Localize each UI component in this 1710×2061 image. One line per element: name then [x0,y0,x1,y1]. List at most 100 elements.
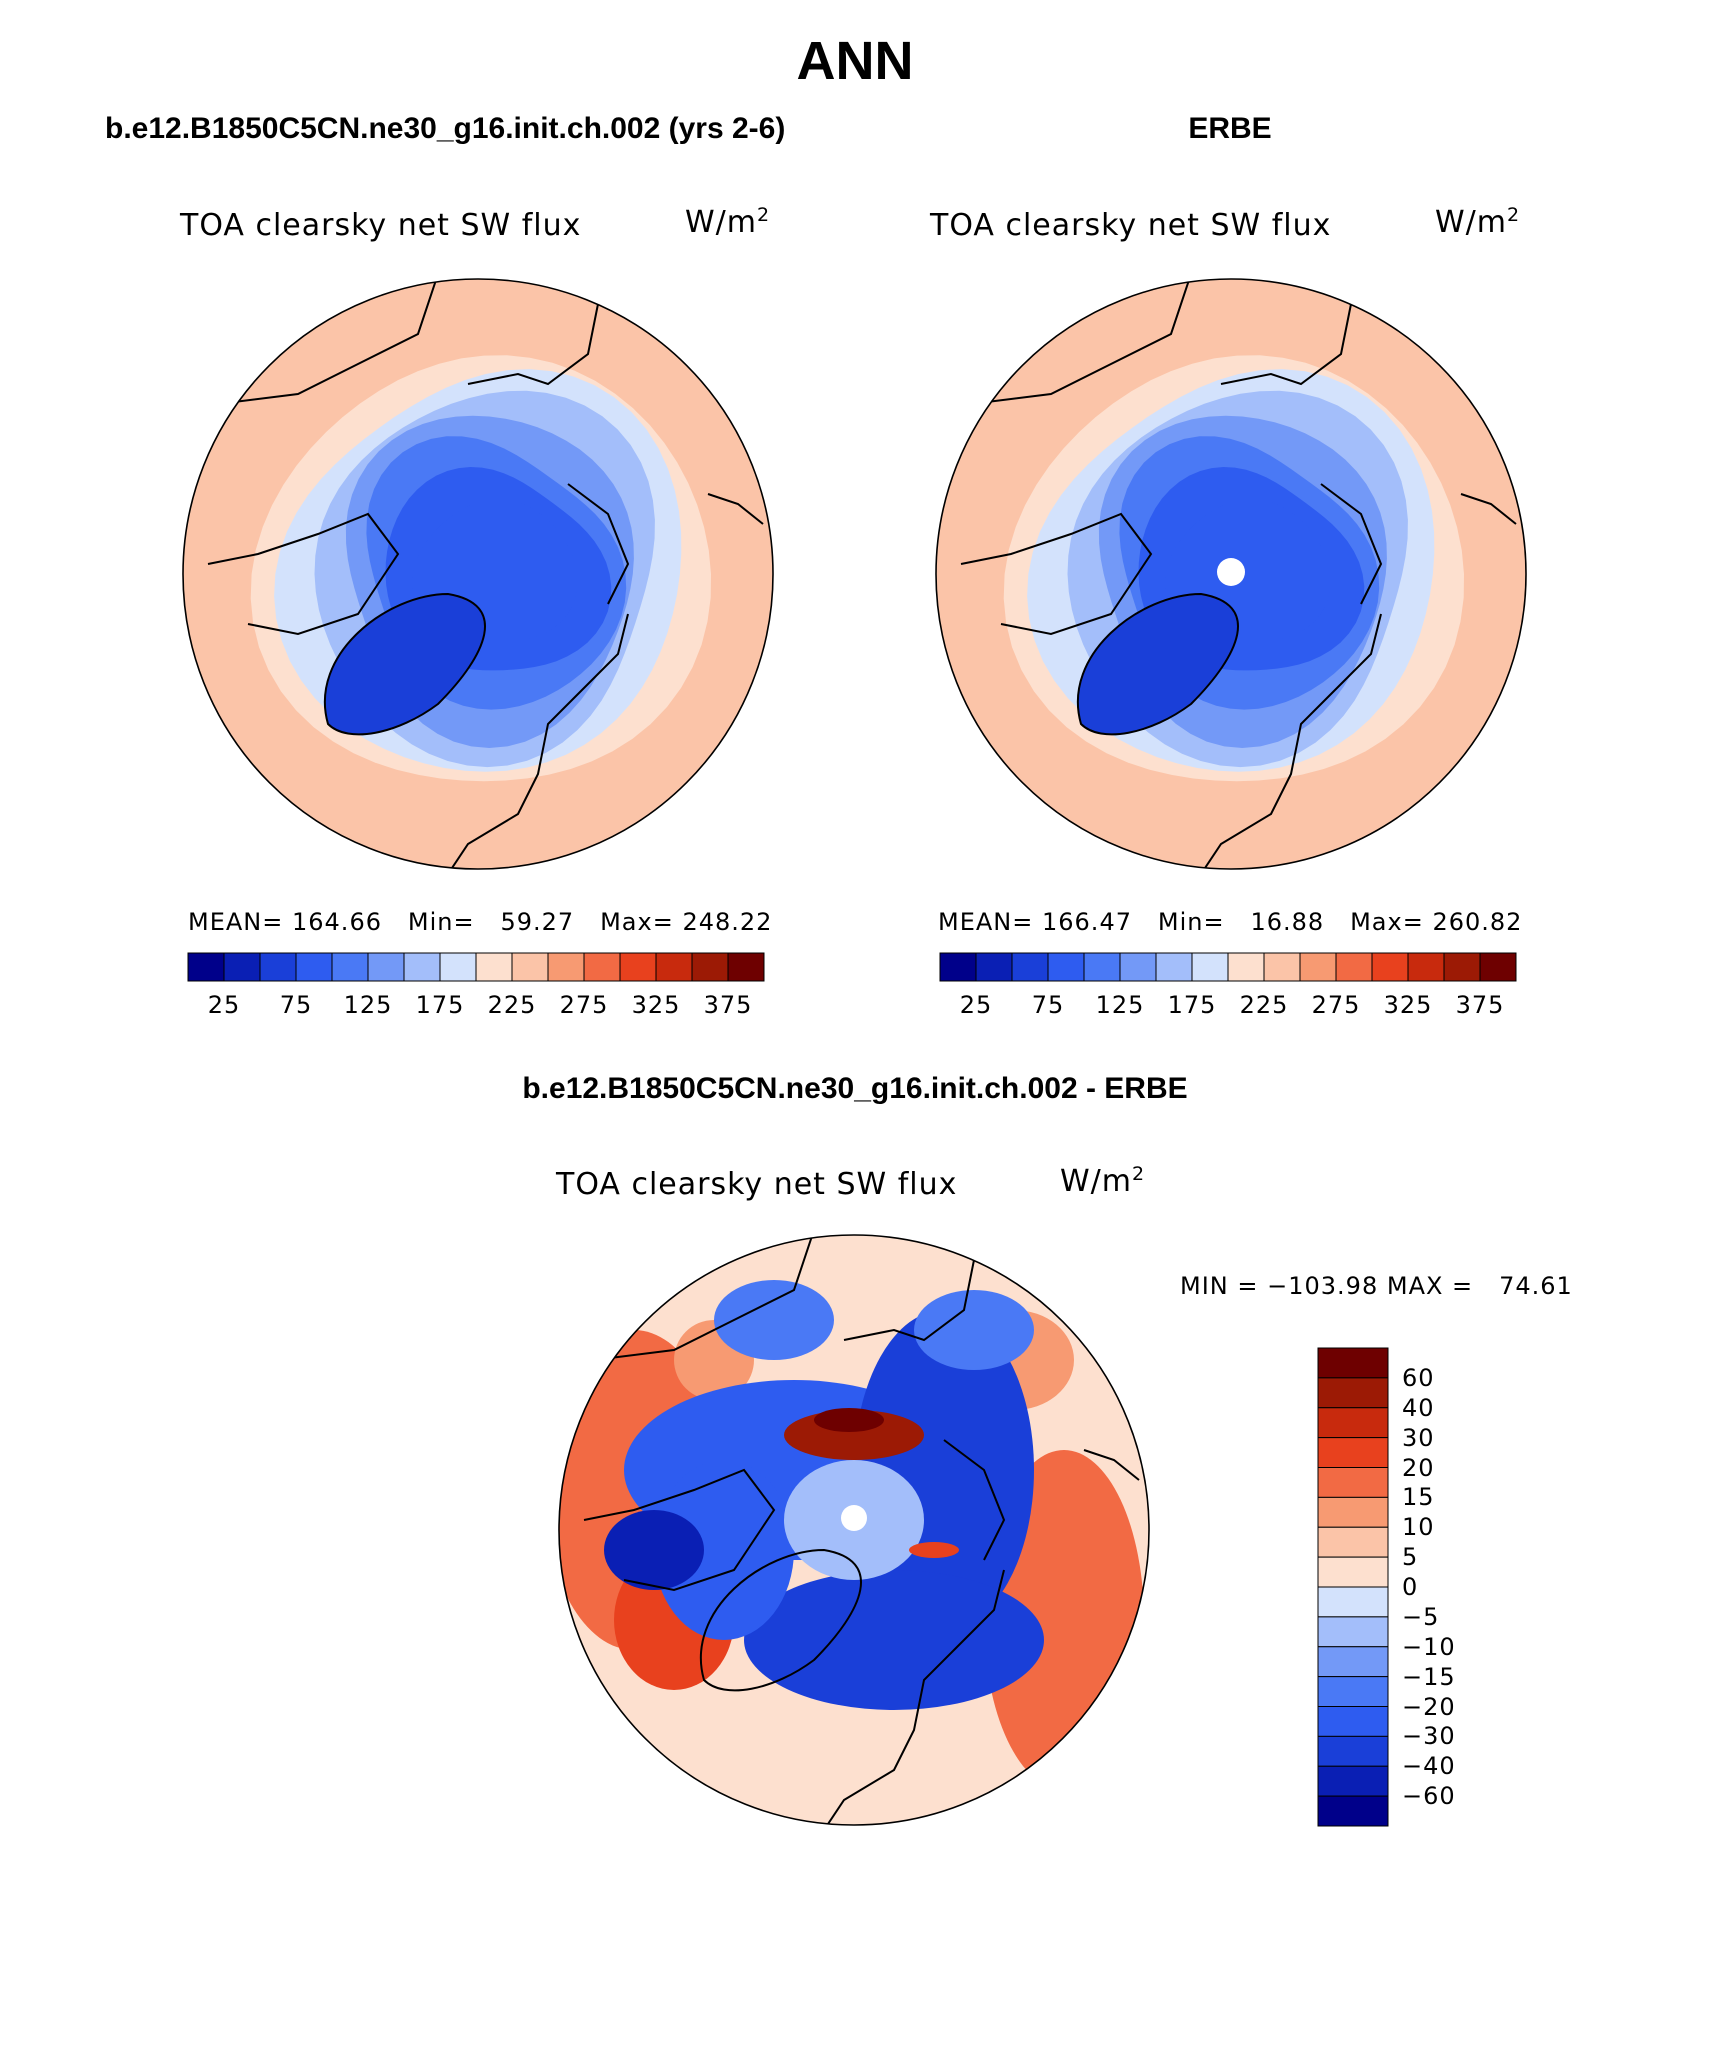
model-colorbar-swatch-8 [475,952,513,982]
page-title: ANN [796,31,914,91]
obs-colorbar-tick-label: 225 [1239,991,1289,1019]
diff-map-anomaly-11 [714,1280,834,1360]
diff-map-pole-gap [841,1505,867,1531]
diff-colorbar-swatch-9 [1317,1616,1389,1648]
model-colorbar-swatch-10 [547,952,585,982]
obs-units: W/m2 [1435,204,1521,240]
model-colorbar-tick-label: 275 [559,991,609,1019]
diff-colorbar-swatch-11 [1317,1676,1389,1707]
model-colorbar-swatch-15 [727,952,765,982]
model-colorbar-swatch-13 [655,952,693,982]
diff-map-coastline-4 [583,1468,776,1592]
obs-map-coastline-0 [970,279,1192,405]
obs-map-coastline-1 [1220,303,1352,386]
obs-variable-label: TOA clearsky net SW flux [930,208,1332,243]
obs-map-coastline-5 [1460,493,1517,525]
obs-colorbar-swatch-1 [975,952,1013,982]
obs-colorbar-swatch-11 [1335,952,1373,982]
obs-colorbar-swatch-3 [1047,952,1085,982]
model-colorbar-swatch-11 [583,952,621,982]
model-colorbar [187,952,765,982]
model-colorbar-tick-label: 375 [703,991,753,1019]
obs-colorbar-swatch-0 [939,952,977,982]
diff-colorbar-swatch-0 [1317,1347,1389,1379]
obs-max-value: 260.82 [1432,908,1523,936]
obs-map-coastline-6 [1320,483,1383,605]
model-case-title: b.e12.B1850C5CN.ne30_g16.init.ch.002 (yr… [105,112,786,145]
obs-colorbar-tick-label: 375 [1455,991,1505,1019]
model-colorbar-tick-label: 325 [631,991,681,1019]
model-colorbar-swatch-5 [367,952,405,982]
model-colorbar-swatch-7 [439,952,477,982]
obs-colorbar-swatch-13 [1407,952,1445,982]
diff-colorbar-swatch-5 [1317,1496,1389,1528]
obs-colorbar-tick-label: 275 [1311,991,1361,1019]
obs-colorbar-swatch-9 [1263,952,1301,982]
diff-colorbar-tick-label: 10 [1402,1513,1435,1542]
diff-colorbar-tick-label: −30 [1402,1722,1456,1751]
diff-colorbar-tick-label: −15 [1402,1662,1456,1691]
diff-map-anomaly-7 [744,1570,1044,1710]
model-map-coastline-4 [207,512,400,636]
model-map-coastline-1 [467,303,599,386]
diff-colorbar-swatch-3 [1317,1437,1389,1468]
diff-colorbar-swatch-6 [1317,1526,1389,1558]
diff-case-title: b.e12.B1850C5CN.ne30_g16.init.ch.002 - E… [522,1072,1188,1105]
diff-map-coastline-2 [699,1548,862,1692]
diff-colorbar-tick-label: −10 [1402,1632,1456,1661]
model-mean-value: 164.66 [292,908,382,936]
model-colorbar-swatch-3 [295,952,333,982]
diff-stats: MIN = −103.98 MAX = 74.61 [1180,1272,1573,1300]
diff-colorbar-swatch-14 [1317,1765,1389,1797]
model-colorbar-tick-label: 125 [343,991,393,1019]
diff-colorbar-tick-label: 20 [1402,1453,1435,1482]
obs-mean-value: 166.47 [1042,908,1132,936]
diff-colorbar-tick-label: −20 [1402,1692,1456,1721]
model-colorbar-swatch-1 [223,952,261,982]
diff-colorbar-tick-label: 15 [1402,1483,1435,1512]
model-colorbar-swatch-4 [331,952,369,982]
model-colorbar-swatch-0 [187,952,225,982]
diff-map-coastline-1 [843,1259,975,1342]
model-colorbar-tick-label: 225 [487,991,537,1019]
diff-colorbar-tick-label: −60 [1402,1782,1456,1811]
obs-colorbar-swatch-4 [1083,952,1121,982]
obs-stats: MEAN= 166.47 Min= 16.88 Max= 260.82 [938,908,1523,936]
obs-colorbar-swatch-15 [1479,952,1517,982]
diff-colorbar-swatch-10 [1317,1646,1389,1678]
diff-colorbar-swatch-4 [1317,1467,1389,1498]
obs-colorbar-swatch-8 [1227,952,1265,982]
obs-colorbar [939,952,1517,982]
model-map-coastline-2 [323,592,486,736]
obs-colorbar-swatch-10 [1299,952,1337,982]
diff-colorbar-swatch-15 [1317,1795,1389,1827]
diff-map-anomaly-15 [909,1542,959,1558]
model-map-outline [182,278,774,870]
model-colorbar-tick-label: 175 [415,991,465,1019]
diff-map-anomaly-10 [914,1290,1034,1370]
model-colorbar-tick-label: 25 [207,991,241,1019]
obs-map-outline [935,278,1527,870]
diff-colorbar-tick-label: −40 [1402,1752,1456,1781]
model-colorbar-swatch-2 [259,952,297,982]
diff-map-outline [558,1234,1150,1826]
diff-colorbar-tick-label: 5 [1402,1543,1419,1572]
diff-max-value: 74.61 [1499,1272,1573,1300]
obs-colorbar-tick-label: 125 [1095,991,1145,1019]
obs-map-coastline-4 [960,512,1153,636]
obs-min-value: 16.88 [1250,908,1325,936]
obs-colorbar-swatch-7 [1191,952,1229,982]
diff-variable-label: TOA clearsky net SW flux [556,1167,958,1202]
diff-map-coastline-5 [1083,1449,1140,1481]
diff-map-coastline-3 [823,1569,1005,1825]
model-colorbar-swatch-9 [511,952,549,982]
diff-map-coastline-6 [943,1439,1006,1561]
obs-map-greenland [1077,594,1239,735]
obs-colorbar-tick-label: 175 [1167,991,1217,1019]
model-max-value: 248.22 [682,908,773,936]
diff-colorbar-swatch-8 [1317,1586,1389,1618]
diff-colorbar-swatch-12 [1317,1706,1389,1737]
diff-colorbar-swatch-7 [1317,1556,1389,1588]
model-map-coastline-0 [217,279,439,405]
